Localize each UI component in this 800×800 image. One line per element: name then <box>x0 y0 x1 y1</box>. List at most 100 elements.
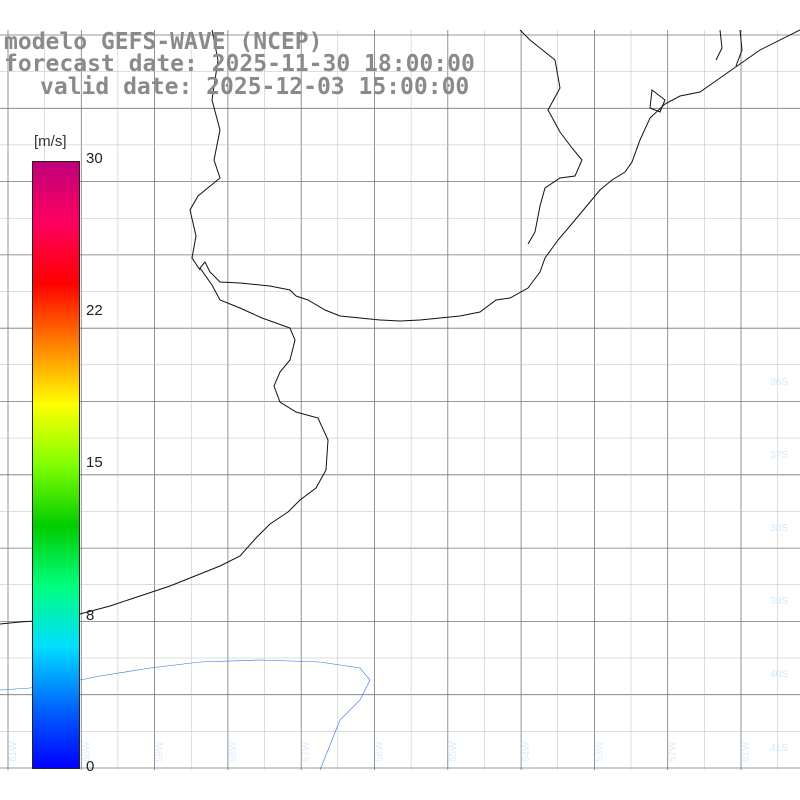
wind-arrow <box>498 471 503 482</box>
wind-arrow <box>316 526 321 536</box>
wind-arrow <box>771 107 776 117</box>
wind-arrow <box>716 725 721 737</box>
lon-label: 58W <box>228 741 239 762</box>
wind-arrow <box>388 708 393 718</box>
wind-arrow <box>334 544 339 554</box>
wind-arrow <box>516 417 521 427</box>
wind-arrow <box>789 416 794 428</box>
wind-arrow <box>133 728 141 733</box>
wind-arrow <box>260 674 268 679</box>
wind-arrow <box>734 488 739 501</box>
wind-arrow <box>643 579 648 592</box>
wind-arrow <box>571 308 576 317</box>
wind-arrow <box>607 524 612 537</box>
wind-arrow <box>388 744 393 754</box>
wind-arrow <box>753 125 758 136</box>
wind-arrow <box>388 364 395 370</box>
wind-arrow <box>771 416 776 428</box>
wind-arrow <box>443 744 448 755</box>
wind-arrow <box>443 579 448 592</box>
wind-arrow <box>753 144 758 154</box>
wind-arrow <box>680 162 685 172</box>
wind-arrow <box>96 710 105 715</box>
wind-arrow <box>352 364 358 370</box>
wind-arrow <box>771 325 776 336</box>
wind-arrow <box>352 544 357 554</box>
wind-arrow <box>771 289 776 300</box>
wind-arrow <box>534 308 539 317</box>
wind-arrow <box>698 126 703 136</box>
wind-arrow <box>407 399 412 408</box>
wind-arrow <box>698 670 703 683</box>
wind-arrow <box>534 417 539 427</box>
wind-arrow <box>643 597 648 611</box>
wind-arrow <box>661 488 666 501</box>
wind-arrow <box>752 470 757 483</box>
wind-arrow <box>662 362 666 372</box>
wind-arrow <box>789 125 794 136</box>
wind-arrow <box>680 144 685 154</box>
wind-arrow <box>461 597 466 610</box>
wind-arrow <box>205 601 214 606</box>
wind-arrow <box>552 489 557 501</box>
wind-arrow <box>716 307 721 318</box>
wind-arrow <box>789 107 794 117</box>
wind-arrow <box>534 597 539 611</box>
wind-arrow <box>680 488 685 501</box>
wind-arrow <box>388 671 393 682</box>
wind-arrow <box>334 399 339 408</box>
wind-arrow <box>643 452 648 464</box>
wind-arrow <box>625 326 630 336</box>
wind-arrow <box>23 674 32 679</box>
lon-label: 60W <box>81 741 92 762</box>
wind-arrow <box>589 452 594 464</box>
wind-arrow <box>716 488 721 501</box>
wind-arrow <box>96 747 105 752</box>
wind-arrow <box>534 507 539 519</box>
wind-arrow <box>734 597 739 610</box>
wind-arrow <box>752 524 757 537</box>
wind-arrow <box>334 453 339 463</box>
wind-arrow <box>698 380 703 391</box>
colorbar-tick-22: 22 <box>86 302 103 319</box>
wind-arrow <box>589 235 594 245</box>
wind-arrow <box>625 579 630 592</box>
wind-arrow <box>698 162 703 172</box>
wind-arrow <box>388 435 393 445</box>
wind-arrow <box>479 543 484 555</box>
wind-arrow <box>334 364 340 370</box>
wind-arrow <box>661 434 666 446</box>
wind-arrow <box>607 743 612 756</box>
landmass <box>0 30 800 770</box>
wind-arrow <box>259 565 269 570</box>
wind-arrow <box>771 343 776 355</box>
wind-arrow <box>589 362 594 372</box>
wind-arrow <box>789 289 794 300</box>
wind-arrow <box>734 671 739 683</box>
wind-arrow <box>789 89 794 99</box>
wind-arrow <box>680 634 685 647</box>
wind-arrow <box>5 710 14 715</box>
wind-arrow <box>443 634 448 646</box>
wind-arrow <box>552 381 557 390</box>
wind-arrow <box>752 634 757 646</box>
wind-arrow <box>698 488 703 501</box>
wind-arrow <box>169 710 177 715</box>
wind-arrow <box>643 670 648 683</box>
wind-arrow <box>625 597 630 611</box>
wind-arrow <box>315 327 322 333</box>
wind-arrow <box>407 671 411 682</box>
wind-arrow <box>625 633 630 647</box>
wind-arrow <box>479 743 484 755</box>
wind-arrow <box>588 725 593 738</box>
wind-arrow <box>662 162 667 172</box>
wind-arrow <box>716 597 721 610</box>
wind-arrow <box>662 89 667 99</box>
wind-arrow <box>662 289 667 299</box>
wind-arrow <box>771 470 776 483</box>
wind-arrow <box>370 598 375 609</box>
lon-label: 59W <box>155 741 166 762</box>
wind-arrow <box>680 707 685 719</box>
wind-arrow <box>662 126 667 136</box>
wind-arrow <box>334 327 340 333</box>
